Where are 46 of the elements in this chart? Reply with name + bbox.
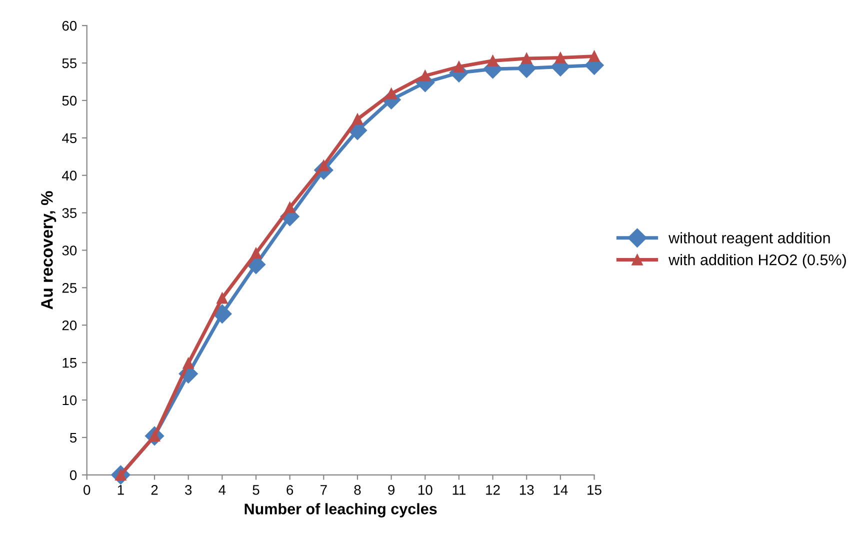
x-tick-label: 3 [185,485,192,495]
x-tick-label: 8 [354,485,361,495]
x-tick-label: 13 [520,485,534,495]
point [588,50,600,62]
y-tick-label: 60 [62,20,77,31]
x-tick-label: 5 [252,485,260,495]
x-tick-label: 15 [588,485,602,495]
x-tick-label: 14 [554,485,568,495]
point [487,55,498,66]
y-tick-label: 5 [70,432,77,443]
x-tick-label: 6 [286,485,294,495]
y-tick-label: 40 [62,170,77,181]
y-tick-label: 0 [70,470,77,480]
y-tick-label: 50 [62,96,77,106]
point [386,88,397,100]
y-tick-label: 20 [62,320,77,330]
x-tick-label: 11 [452,485,466,495]
x-tick-label: 10 [418,485,432,495]
point [216,292,228,304]
x-axis-title: Number of leaching cycles [244,503,437,518]
y-tick-label: 45 [62,133,77,144]
point [284,202,296,214]
point [212,304,232,324]
x-tick-label: 0 [84,485,90,495]
x-tick-label: 7 [320,485,327,495]
point [453,61,465,72]
y-tick-label: 35 [62,208,77,218]
y-tick-label: 15 [62,358,77,368]
point [250,248,262,259]
point [554,52,566,64]
y-axis-title: Au recovery, % [41,191,56,310]
x-tick-label: 2 [151,485,158,495]
legend-label: without reagent addition [668,232,830,246]
x-tick-label: 4 [218,485,226,495]
point [521,52,532,64]
point [420,70,431,82]
legend-label: with addition H2O2 (0.5%) [668,254,846,268]
y-tick-label: 30 [62,246,77,256]
y-tick-label: 55 [62,58,77,68]
x-tick-label: 12 [486,485,500,495]
point [352,114,364,125]
y-tick-label: 10 [62,395,77,406]
x-tick-label: 1 [118,485,124,495]
x-tick-label: 9 [388,485,395,495]
y-tick-label: 25 [62,283,77,293]
point [182,358,194,369]
